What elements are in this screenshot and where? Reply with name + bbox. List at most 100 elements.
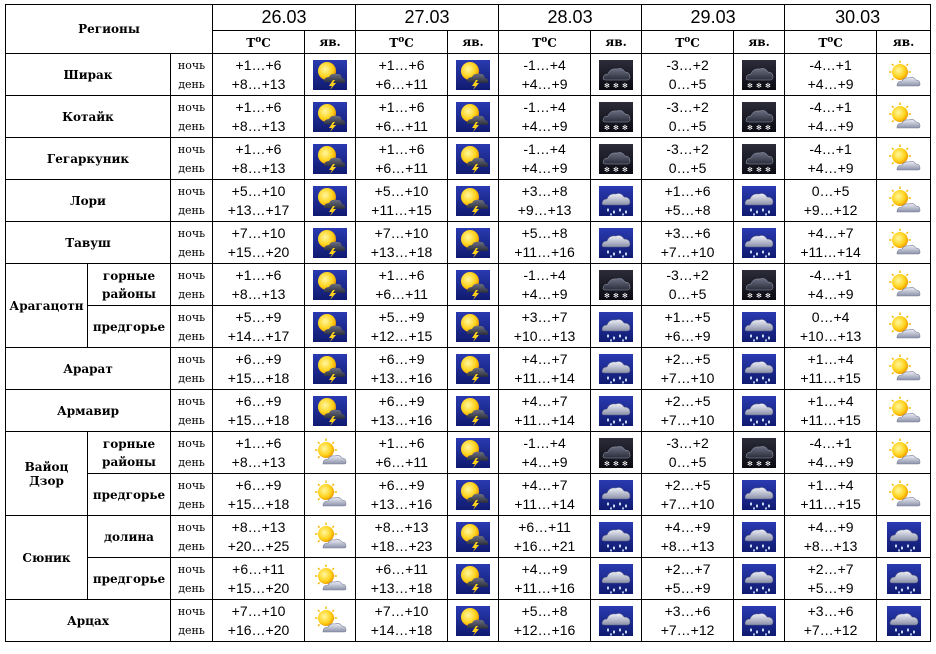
weather-phenomenon-cell: ✻ ✻ ✻ [733,95,786,138]
temperature-cell: +1…+6 +6…+11 [355,95,449,138]
day-temperature: +8…+13 [231,75,286,92]
day-temperature: 0…+5 [668,117,707,134]
night-temperature: +1…+6 [235,140,282,157]
rain-cloud-icon [886,563,921,594]
day-temperature: +13…+16 [370,411,433,428]
weather-phenomenon-cell [304,431,357,474]
time-of-day-labels: ночь день [169,557,213,600]
svg-text:✻: ✻ [622,166,628,174]
temperature-cell: +1…+4 +11…+15 [784,473,878,516]
svg-text:✻: ✻ [622,124,628,132]
svg-text:✻: ✻ [747,82,753,90]
weather-phenomenon-cell [447,53,500,96]
svg-text:✻: ✻ [747,124,753,132]
day-temperature: +7…+12 [803,621,858,638]
day-temperature: +7…+10 [660,495,715,512]
night-temperature: +1…+6 [378,266,425,283]
day-temperature: +15…+18 [227,495,290,512]
day-temperature: +13…+16 [370,369,433,386]
weather-phenomenon-cell: ✻ ✻ ✻ [590,137,643,180]
temperature-cell: -3…+2 0…+5 [641,263,735,306]
night-temperature: -3…+2 [666,98,709,115]
temperature-cell: -3…+2 0…+5 [641,137,735,180]
weather-phenomenon-cell [304,137,357,180]
day-label: день [178,623,205,637]
weather-phenomenon-cell [447,305,500,348]
weather-phenomenon-cell: ✻ ✻ ✻ [590,95,643,138]
weather-phenomenon-cell [876,53,932,96]
temperature-cell: +2…+7 +5…+9 [641,557,735,600]
day-temperature: +14…+18 [370,621,433,638]
day-temperature: +7…+10 [660,411,715,428]
sun-thunderstorm-icon [456,185,491,216]
rain-cloud-icon [742,521,777,552]
night-temperature: +1…+6 [378,98,425,115]
svg-text:✻: ✻ [747,166,753,174]
temperature-cell: +7…+10 +16…+20 [212,599,306,642]
night-temperature: +4…+9 [664,518,711,535]
date-header: 28.03 [498,4,643,31]
sun-thunderstorm-icon [313,185,348,216]
day-label: день [178,539,205,553]
rain-cloud-icon [742,353,777,384]
weather-phenomenon-cell [304,347,357,390]
time-of-day-labels: ночь день [169,179,213,222]
temperature-cell: +7…+10 +15…+20 [212,221,306,264]
region-name: Арарат [5,347,171,390]
table-row: Арцах ночь день +7…+10 +16…+20 +7…+10 +14…+18… [5,599,932,642]
snow-cloud-icon: ✻ ✻ ✻ [599,437,634,468]
region-name: Сюник [5,515,88,600]
weather-phenomenon-cell [304,95,357,138]
date-header: 27.03 [355,4,500,31]
table-row: предгорье ночь день +5…+9 +14…+17 +5…+9 +12…+… [6,305,932,348]
weather-phenomenon-cell [590,599,643,642]
temperature-cell: +1…+5 +6…+9 [641,305,735,348]
day-temperature: +8…+13 [231,117,286,134]
region-name: Арцах [5,599,171,642]
temperature-cell: +6…+9 +13…+16 [355,473,449,516]
night-temperature: -3…+2 [666,140,709,157]
temperature-cell: +5…+10 +13…+17 [212,179,306,222]
day-temperature: +4…+9 [807,285,854,302]
temperature-cell: +4…+9 +8…+13 [784,515,878,558]
svg-text:✻: ✻ [765,124,771,132]
weather-phenomenon-cell [876,179,932,222]
night-temperature: +1…+6 [664,182,711,199]
day-temperature: +16…+20 [227,621,290,638]
night-temperature: +5…+9 [378,308,425,325]
day-temperature: +16…+21 [513,537,576,554]
temperature-cell: +1…+6 +6…+11 [355,137,449,180]
weather-phenomenon-cell: ✻ ✻ ✻ [733,53,786,96]
temperature-cell: +1…+6 +5…+8 [641,179,735,222]
weather-phenomenon-cell [876,431,932,474]
sun-cloud-icon [888,480,920,506]
night-temperature: +2…+7 [807,560,854,577]
temperature-cell: +6…+9 +13…+16 [355,347,449,390]
night-temperature: +4…+9 [807,518,854,535]
weather-phenomenon-cell [304,389,357,432]
night-temperature: -1…+4 [523,56,566,73]
weather-phenomenon-cell: ✻ ✻ ✻ [733,263,786,306]
night-temperature: +5…+9 [235,308,282,325]
temperature-cell: -4…+1 +4…+9 [784,53,878,96]
sun-thunderstorm-icon [313,59,348,90]
svg-text:✻: ✻ [613,460,619,468]
night-temperature: -1…+4 [523,266,566,283]
night-temperature: +1…+6 [235,98,282,115]
weather-phenomenon-cell [304,53,357,96]
night-temperature: +7…+10 [374,224,429,241]
sun-cloud-icon [888,438,920,464]
weather-phenomenon-cell [590,305,643,348]
temperature-cell: 0…+5 +9…+12 [784,179,878,222]
region-name: Армавир [5,389,171,432]
svg-text:✻: ✻ [604,292,610,300]
day-temperature: +11…+15 [800,495,861,512]
table-row: Арагацотн горные районы ночь день +1…+6 +8…+1… [5,263,932,348]
day-temperature: +18…+23 [370,537,433,554]
sun-thunderstorm-icon [456,143,491,174]
day-temperature: +7…+10 [660,369,715,386]
weather-phenomenon-cell [304,263,357,306]
night-temperature: +6…+11 [375,560,428,577]
night-temperature: +6…+11 [232,560,285,577]
temperature-cell: -3…+2 0…+5 [641,95,735,138]
